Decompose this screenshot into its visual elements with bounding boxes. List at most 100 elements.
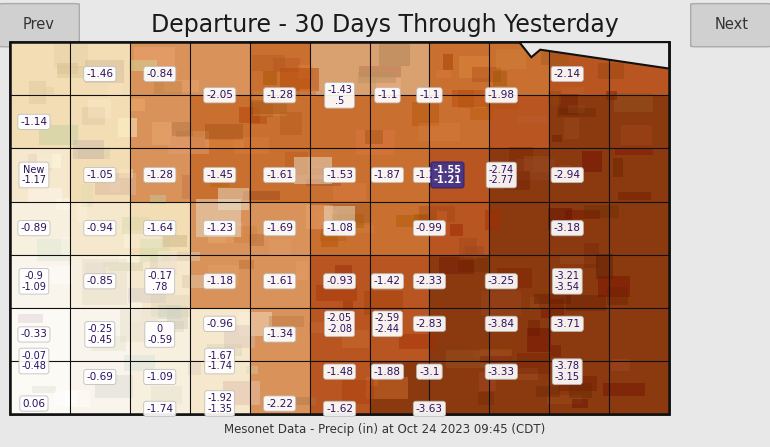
Text: 0
-0.59: 0 -0.59	[147, 324, 172, 345]
Bar	[541, 42, 569, 65]
Bar	[614, 93, 654, 112]
Bar	[479, 371, 496, 391]
Text: -2.05
-2.08: -2.05 -2.08	[327, 313, 352, 334]
Bar	[316, 210, 336, 230]
Bar	[609, 42, 669, 95]
Text: -1.1: -1.1	[377, 90, 397, 100]
Bar	[189, 42, 249, 95]
Bar	[110, 181, 120, 192]
Bar	[316, 285, 357, 300]
Bar	[470, 108, 493, 120]
Bar	[252, 55, 285, 71]
Bar	[342, 380, 374, 404]
Bar	[134, 47, 175, 71]
Bar	[152, 122, 171, 145]
Bar	[249, 42, 310, 95]
Bar	[490, 95, 549, 148]
Bar	[249, 234, 263, 246]
Bar	[210, 179, 229, 187]
Text: -0.96: -0.96	[206, 319, 233, 329]
Text: -1.45: -1.45	[206, 170, 233, 180]
Bar	[366, 377, 407, 399]
Bar	[32, 386, 56, 393]
Bar	[182, 275, 206, 288]
Text: -1.61: -1.61	[266, 170, 293, 180]
Bar	[130, 95, 189, 148]
Bar	[95, 375, 133, 397]
Bar	[57, 63, 78, 74]
Text: -2.74
-2.77: -2.74 -2.77	[489, 164, 514, 186]
Bar	[37, 239, 70, 261]
Bar	[163, 235, 187, 247]
Bar	[37, 154, 61, 168]
Bar	[158, 305, 181, 320]
Bar	[356, 131, 395, 155]
Bar	[103, 262, 143, 271]
Bar	[436, 71, 450, 78]
Bar	[517, 353, 551, 374]
Bar	[370, 361, 430, 414]
Bar	[552, 135, 562, 142]
Bar	[224, 325, 255, 348]
Bar	[239, 312, 272, 336]
Bar	[70, 95, 130, 148]
Bar	[609, 255, 669, 308]
Bar	[57, 66, 86, 78]
Bar	[452, 90, 492, 106]
Bar	[333, 183, 366, 202]
Bar	[621, 125, 652, 145]
Bar	[130, 42, 189, 95]
Text: -1.69: -1.69	[266, 223, 293, 233]
Text: -0.94: -0.94	[86, 223, 113, 233]
Text: -1.98: -1.98	[488, 90, 515, 100]
Bar	[430, 255, 490, 308]
Bar	[342, 330, 369, 348]
Text: -0.07
-0.48: -0.07 -0.48	[22, 350, 46, 371]
Bar	[130, 255, 189, 308]
Bar	[598, 63, 624, 79]
Bar	[430, 361, 490, 414]
Bar	[159, 321, 185, 332]
Bar	[370, 42, 430, 95]
Bar	[608, 287, 628, 305]
Bar	[564, 118, 580, 139]
Bar	[472, 67, 501, 82]
Bar	[70, 148, 130, 202]
Bar	[490, 148, 549, 202]
Bar	[527, 328, 551, 352]
Bar	[124, 230, 161, 248]
Text: -3.25: -3.25	[488, 276, 515, 286]
Bar	[108, 75, 122, 97]
Bar	[370, 202, 430, 255]
Bar	[534, 294, 571, 304]
Text: -3.78
-3.15: -3.78 -3.15	[554, 361, 580, 382]
Bar	[189, 95, 249, 148]
Text: -1.28: -1.28	[266, 90, 293, 100]
Bar	[359, 66, 400, 77]
Bar	[206, 140, 244, 149]
Bar	[251, 118, 267, 124]
Text: -3.21
-3.54: -3.21 -3.54	[554, 271, 580, 292]
Bar	[273, 58, 300, 72]
Text: -1.18: -1.18	[206, 276, 233, 286]
Text: -2.33: -2.33	[416, 276, 443, 286]
Bar	[168, 131, 209, 154]
Bar	[280, 68, 319, 91]
Bar	[188, 361, 200, 375]
Text: -1.42: -1.42	[374, 276, 401, 286]
Bar	[208, 227, 234, 243]
Bar	[517, 159, 555, 181]
Bar	[70, 361, 130, 414]
Bar	[458, 258, 488, 272]
Bar	[130, 202, 189, 255]
Bar	[510, 147, 534, 171]
Bar	[551, 345, 561, 357]
Bar	[154, 81, 182, 94]
Bar	[477, 392, 494, 405]
Bar	[124, 355, 156, 371]
Bar	[151, 386, 182, 405]
Bar	[584, 206, 619, 218]
Bar	[370, 308, 430, 361]
Bar	[88, 99, 112, 118]
Bar	[290, 397, 316, 405]
